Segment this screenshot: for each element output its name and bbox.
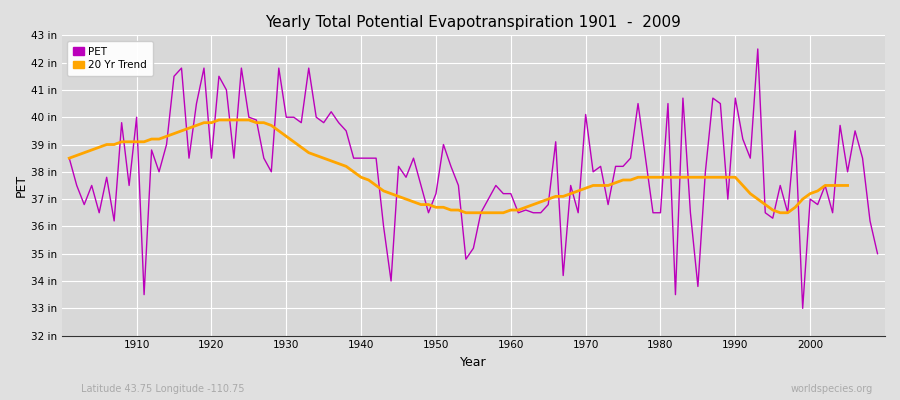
Legend: PET, 20 Yr Trend: PET, 20 Yr Trend xyxy=(67,40,153,76)
Title: Yearly Total Potential Evapotranspiration 1901  -  2009: Yearly Total Potential Evapotranspiratio… xyxy=(266,15,681,30)
Text: worldspecies.org: worldspecies.org xyxy=(791,384,873,394)
Y-axis label: PET: PET xyxy=(15,174,28,197)
X-axis label: Year: Year xyxy=(460,356,487,369)
Text: Latitude 43.75 Longitude -110.75: Latitude 43.75 Longitude -110.75 xyxy=(81,384,245,394)
